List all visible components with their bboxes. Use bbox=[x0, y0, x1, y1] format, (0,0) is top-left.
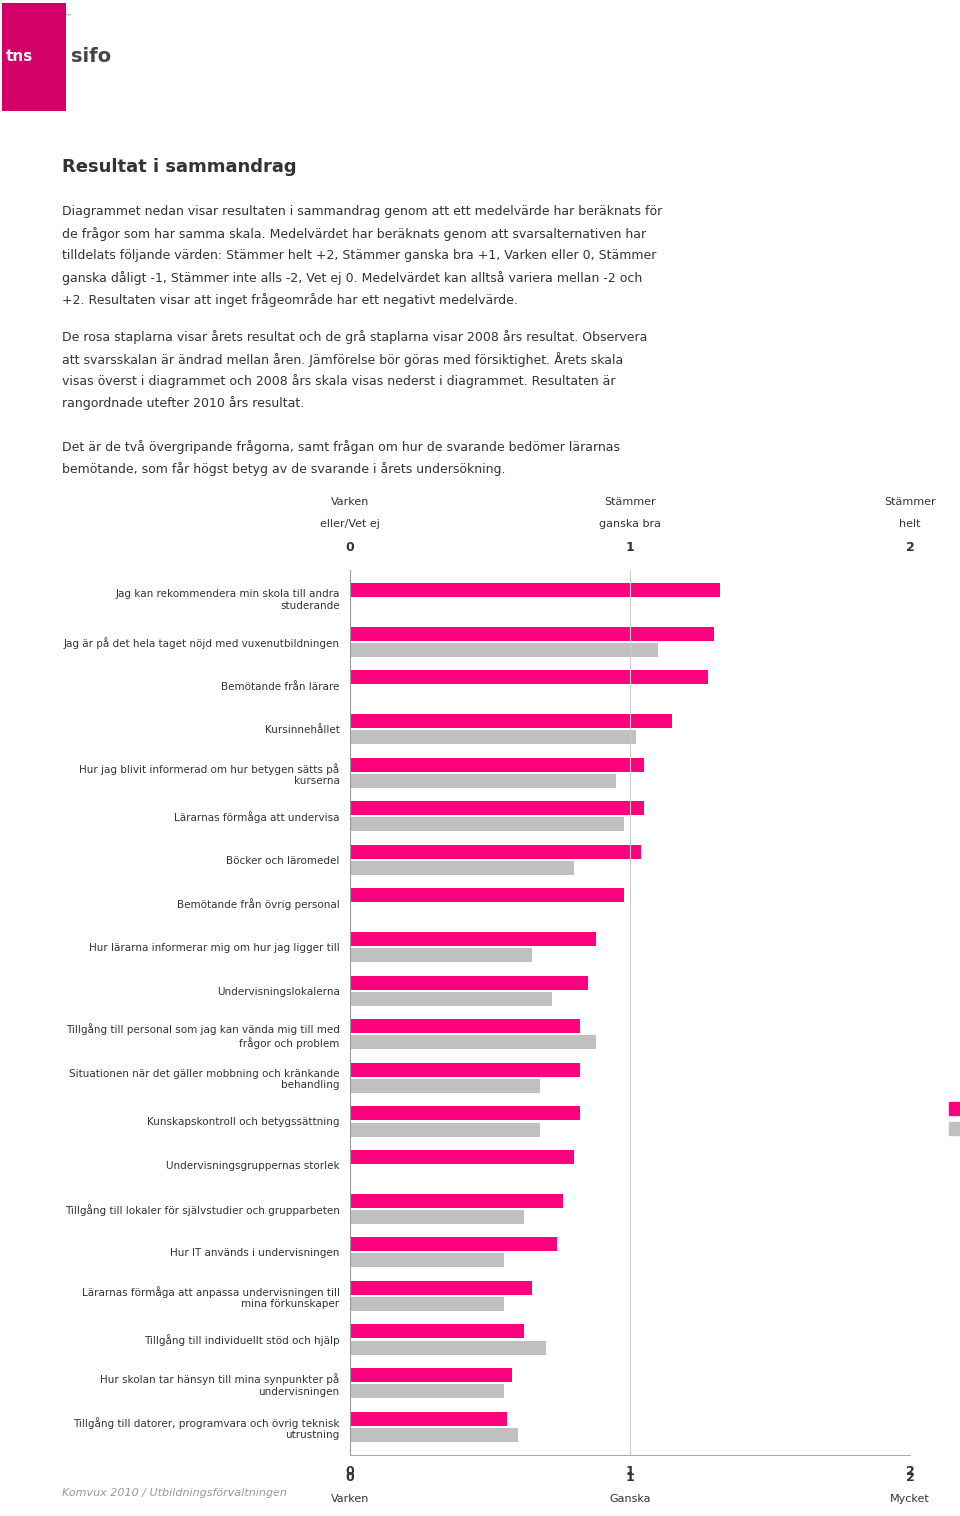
Bar bbox=[350, 1079, 540, 1093]
Text: tilldelats följande värden: Stämmer helt +2, Stämmer ganska bra +1, Varken eller: tilldelats följande värden: Stämmer helt… bbox=[62, 249, 657, 262]
Text: Diagrammet nedan visar resultaten i sammandrag genom att ett medelvärde har berä: Diagrammet nedan visar resultaten i samm… bbox=[62, 205, 662, 218]
Text: sifo: sifo bbox=[71, 47, 111, 67]
Text: Det är de två övergripande frågorna, samt frågan om hur de svarande bedömer lära: Det är de två övergripande frågorna, sam… bbox=[62, 440, 620, 453]
Text: Stämmer: Stämmer bbox=[604, 497, 656, 506]
Polygon shape bbox=[2, 3, 65, 111]
Bar bbox=[350, 1254, 504, 1267]
Text: tns: tns bbox=[6, 50, 34, 64]
Bar bbox=[350, 1411, 507, 1425]
Bar bbox=[350, 1384, 504, 1398]
Bar bbox=[350, 1151, 574, 1164]
Bar bbox=[350, 1325, 523, 1339]
Text: Stämmer: Stämmer bbox=[884, 497, 936, 506]
Bar bbox=[350, 1428, 518, 1442]
Bar bbox=[350, 976, 588, 990]
Bar bbox=[350, 1122, 540, 1137]
Bar bbox=[350, 1367, 513, 1383]
Bar bbox=[350, 670, 708, 684]
Bar bbox=[350, 991, 552, 1005]
Bar bbox=[350, 1237, 557, 1251]
Bar bbox=[350, 844, 641, 860]
Text: 0: 0 bbox=[346, 1471, 354, 1484]
Text: att svarsskalan är ändrad mellan åren. Jämförelse bör göras med försiktighet. År: att svarsskalan är ändrad mellan åren. J… bbox=[62, 352, 623, 367]
Bar bbox=[350, 758, 644, 772]
Text: 0: 0 bbox=[346, 541, 354, 555]
Bar bbox=[350, 714, 672, 728]
Text: helt: helt bbox=[900, 518, 921, 529]
Bar bbox=[350, 643, 658, 656]
Text: 2: 2 bbox=[905, 541, 914, 555]
Bar bbox=[350, 1035, 596, 1049]
Text: 1: 1 bbox=[626, 541, 635, 555]
Bar bbox=[350, 1340, 546, 1354]
Bar bbox=[350, 1281, 532, 1295]
Bar bbox=[350, 932, 596, 946]
Text: ™: ™ bbox=[64, 12, 72, 18]
Bar bbox=[350, 817, 624, 831]
Bar bbox=[350, 584, 720, 597]
Bar bbox=[350, 1210, 523, 1223]
Bar bbox=[350, 888, 624, 902]
Text: Komvux 2010 / Utbildningsförvaltningen: Komvux 2010 / Utbildningsförvaltningen bbox=[62, 1489, 287, 1498]
Text: Mycket: Mycket bbox=[890, 1495, 930, 1504]
Text: Ganska: Ganska bbox=[610, 1495, 651, 1504]
Text: Varken: Varken bbox=[331, 497, 370, 506]
Text: 2: 2 bbox=[905, 1471, 914, 1484]
Bar bbox=[350, 861, 574, 875]
Bar bbox=[350, 731, 636, 744]
Text: De rosa staplarna visar årets resultat och de grå staplarna visar 2008 års resul: De rosa staplarna visar årets resultat o… bbox=[62, 330, 647, 344]
Text: bemötande, som får högst betyg av de svarande i årets undersökning.: bemötande, som får högst betyg av de sva… bbox=[62, 462, 506, 476]
Bar bbox=[350, 802, 644, 816]
Bar bbox=[350, 628, 714, 641]
Bar bbox=[350, 948, 532, 963]
Text: Resultat i sammandrag: Resultat i sammandrag bbox=[62, 158, 297, 176]
Text: de frågor som har samma skala. Medelvärdet har beräknats genom att svarsalternat: de frågor som har samma skala. Medelvärd… bbox=[62, 227, 646, 241]
Text: ganska dåligt -1, Stämmer inte alls -2, Vet ej 0. Medelvärdet kan alltså variera: ganska dåligt -1, Stämmer inte alls -2, … bbox=[62, 271, 642, 285]
Text: visas överst i diagrammet och 2008 års skala visas nederst i diagrammet. Resulta: visas överst i diagrammet och 2008 års s… bbox=[62, 374, 615, 388]
Legend: 2010, 2008: 2010, 2008 bbox=[945, 1098, 960, 1140]
Bar bbox=[350, 1107, 580, 1120]
Bar bbox=[350, 773, 616, 788]
Bar bbox=[350, 1193, 563, 1208]
Text: Varken: Varken bbox=[331, 1495, 370, 1504]
Bar bbox=[350, 1063, 580, 1076]
Text: rangordnade utefter 2010 års resultat.: rangordnade utefter 2010 års resultat. bbox=[62, 396, 304, 409]
Text: ganska bra: ganska bra bbox=[599, 518, 661, 529]
Text: eller/Vet ej: eller/Vet ej bbox=[320, 518, 380, 529]
Text: +2. Resultaten visar att inget frågeområde har ett negativt medelvärde.: +2. Resultaten visar att inget frågeområ… bbox=[62, 293, 517, 306]
Bar bbox=[350, 1019, 580, 1034]
Bar bbox=[350, 1298, 504, 1311]
Text: 1: 1 bbox=[626, 1471, 635, 1484]
